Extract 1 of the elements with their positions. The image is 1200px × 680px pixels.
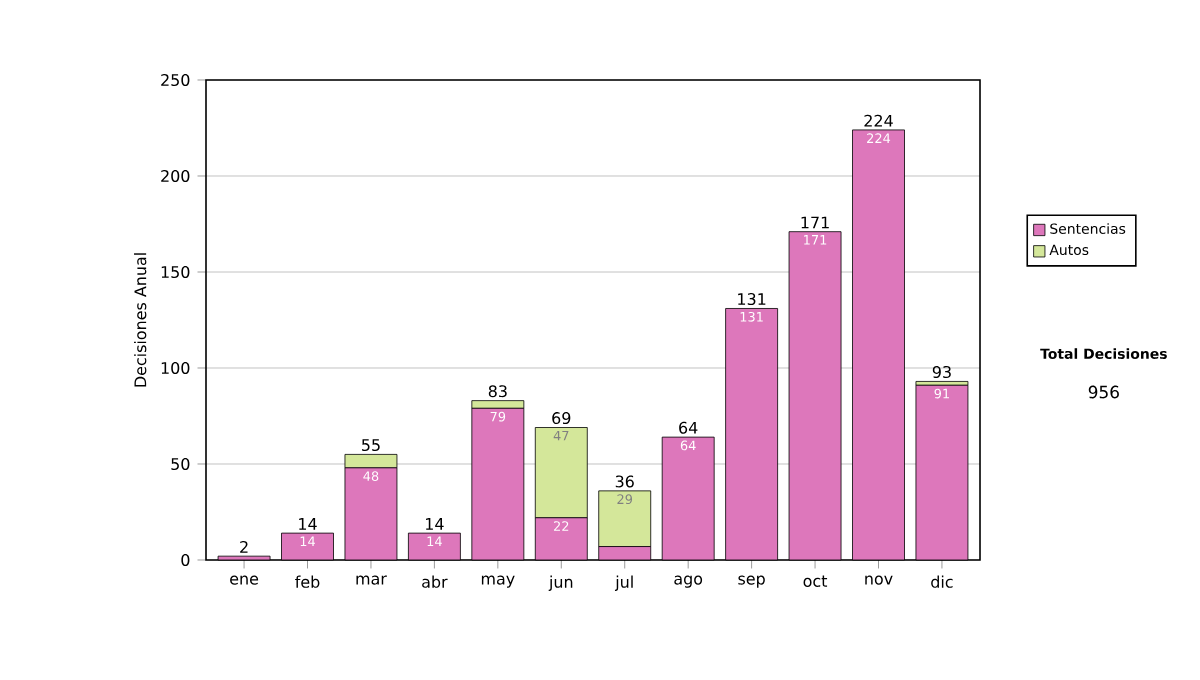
text: 956 xyxy=(1088,385,1119,399)
